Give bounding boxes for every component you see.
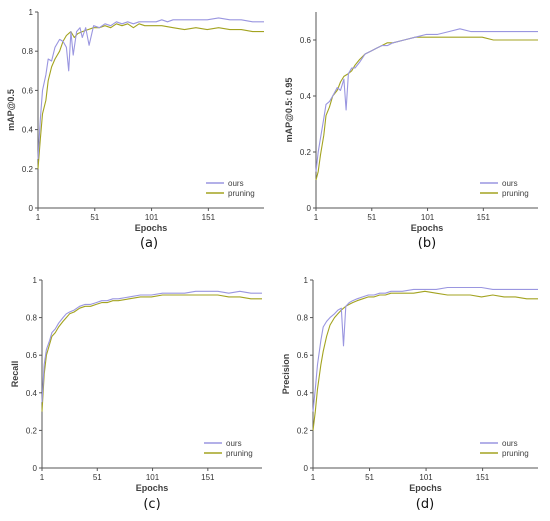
x-tick-label: 101 xyxy=(146,473,160,482)
series-line-pruning xyxy=(312,290,538,431)
y-tick-label: 0.6 xyxy=(22,86,34,95)
x-tick-label: 51 xyxy=(93,473,102,482)
legend-label-pruning: pruning xyxy=(228,189,255,198)
x-tick-label: 1 xyxy=(36,213,41,222)
y-tick-label: 1 xyxy=(33,276,38,285)
y-tick-label: 0 xyxy=(33,464,38,473)
series-line-pruning xyxy=(37,23,264,169)
y-tick-label: 0.6 xyxy=(297,351,309,360)
x-tick-label: 151 xyxy=(476,473,490,482)
panel-caption: (a) xyxy=(140,236,158,251)
x-tick-label: 1 xyxy=(40,473,45,482)
legend-label-ours: ours xyxy=(226,439,242,448)
y-axis-title: Recall xyxy=(10,361,20,388)
x-axis-title: Epochs xyxy=(136,483,169,493)
y-tick-label: 0.4 xyxy=(300,92,312,101)
y-tick-label: 0.2 xyxy=(297,426,309,435)
y-tick-label: 0.4 xyxy=(22,126,34,135)
x-tick-label: 101 xyxy=(421,213,435,222)
x-tick-label: 101 xyxy=(419,473,433,482)
panel-caption: (b) xyxy=(418,236,436,251)
legend-label-pruning: pruning xyxy=(226,449,253,458)
y-tick-label: 0.2 xyxy=(26,426,38,435)
x-axis-title: Epochs xyxy=(409,483,442,493)
panel-caption: (d) xyxy=(416,497,434,512)
y-axis-title: mAP@0.5 xyxy=(6,89,16,131)
legend-label-pruning: pruning xyxy=(502,189,529,198)
series-line-ours xyxy=(315,28,538,172)
series-line-ours xyxy=(312,286,538,412)
series-line-ours xyxy=(37,17,264,160)
x-tick-label: 151 xyxy=(201,473,215,482)
chart-panel-d: 00.20.40.60.811 51 101 151EpochsPrecisionou… xyxy=(281,276,538,512)
y-tick-label: 1 xyxy=(29,8,34,17)
x-tick-label: 101 xyxy=(145,213,159,222)
x-tick-label: 51 xyxy=(367,213,376,222)
series-line-ours xyxy=(41,290,262,403)
panel-caption: (c) xyxy=(143,497,160,512)
chart-panel-c: 00.20.40.60.811 51 101 151EpochsRecalloursp… xyxy=(10,276,262,512)
y-tick-label: 0 xyxy=(29,204,34,213)
x-tick-label: 51 xyxy=(365,473,374,482)
series-line-pruning xyxy=(315,36,538,181)
y-tick-label: 0.8 xyxy=(26,314,38,323)
series-line-pruning xyxy=(41,294,262,412)
x-axis-title: Epochs xyxy=(411,223,444,233)
x-tick-label: 151 xyxy=(202,213,216,222)
x-tick-label: 151 xyxy=(477,213,491,222)
y-tick-label: 0.4 xyxy=(297,389,309,398)
chart-panel-a: 00.20.40.60.811 51 101 151EpochsmAP@0.5ours… xyxy=(6,8,264,251)
x-axis-title: Epochs xyxy=(135,223,168,233)
y-tick-label: 0 xyxy=(304,464,309,473)
legend-label-ours: ours xyxy=(502,179,518,188)
y-tick-label: 0.6 xyxy=(300,36,312,45)
y-tick-label: 0.6 xyxy=(26,351,38,360)
x-tick-label: 51 xyxy=(90,213,99,222)
y-tick-label: 1 xyxy=(304,276,309,285)
y-tick-label: 0.8 xyxy=(297,314,309,323)
y-axis-title: Precision xyxy=(281,354,291,395)
y-tick-label: 0.8 xyxy=(22,47,34,56)
y-tick-label: 0.4 xyxy=(26,389,38,398)
legend-label-ours: ours xyxy=(502,439,518,448)
y-tick-label: 0.2 xyxy=(300,148,312,157)
y-tick-label: 0 xyxy=(307,204,312,213)
y-tick-label: 0.2 xyxy=(22,165,34,174)
x-tick-label: 1 xyxy=(311,473,316,482)
legend-label-pruning: pruning xyxy=(502,449,529,458)
y-axis-title: mAP@0.5: 0.95 xyxy=(284,78,294,143)
x-tick-label: 1 xyxy=(314,213,319,222)
legend-label-ours: ours xyxy=(228,179,244,188)
